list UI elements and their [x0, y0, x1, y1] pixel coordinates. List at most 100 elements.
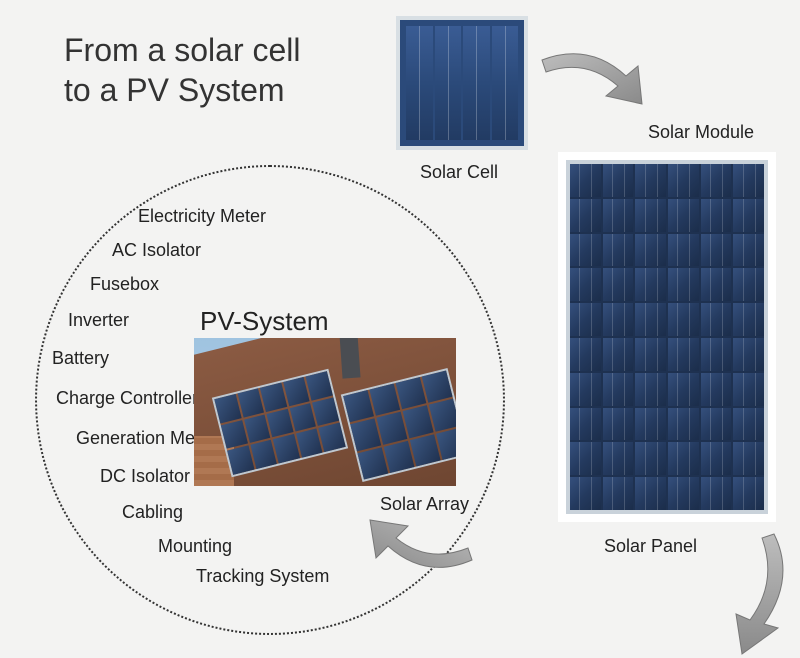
array-cell [429, 399, 456, 432]
array-cell [214, 394, 241, 423]
module-cell [570, 408, 601, 441]
module-cell [603, 234, 634, 267]
module-cell [635, 268, 666, 301]
module-cell [701, 164, 732, 197]
module-cell [635, 442, 666, 475]
array-cell [343, 390, 374, 423]
solar-cell-caption: Solar Cell [420, 162, 498, 183]
array-cell [237, 388, 264, 417]
solar-cell-strip [492, 26, 519, 140]
component-battery: Battery [52, 348, 109, 369]
module-cell [570, 234, 601, 267]
solar-panel-caption: Solar Panel [604, 536, 697, 557]
module-cell [733, 199, 764, 232]
module-cell [733, 442, 764, 475]
module-cell [701, 268, 732, 301]
arrow-panel-to-array-icon [360, 516, 480, 586]
module-cell [635, 338, 666, 371]
module-cell [701, 303, 732, 336]
array-cell [260, 383, 287, 412]
module-cell [635, 408, 666, 441]
array-cell [396, 377, 427, 410]
module-cell [733, 303, 764, 336]
module-cell [635, 199, 666, 232]
array-cell [221, 420, 248, 449]
array-cell [422, 370, 453, 403]
component-dc-isolator: DC Isolator [100, 466, 190, 487]
pv-system-heading: PV-System [200, 306, 329, 337]
array-cell [250, 440, 277, 469]
solar-cell-strip [406, 26, 433, 140]
arrow-cell-to-module-icon [534, 38, 654, 118]
array-cell [384, 440, 415, 473]
module-cell [701, 199, 732, 232]
module-cell [668, 477, 699, 510]
solar-module-caption: Solar Module [648, 122, 754, 143]
array-cell [227, 446, 254, 475]
title-line1: From a solar cell [64, 32, 301, 68]
array-cell [350, 419, 381, 452]
solar-array-graphic [194, 338, 456, 486]
array-cell [296, 429, 323, 458]
module-cell [701, 338, 732, 371]
module-cell [603, 164, 634, 197]
array-cell [289, 403, 316, 432]
module-cell [603, 373, 634, 406]
title-line2: to a PV System [64, 72, 285, 108]
module-cell [570, 477, 601, 510]
module-cell [668, 338, 699, 371]
module-cell [635, 164, 666, 197]
module-cell [570, 442, 601, 475]
module-cell [733, 408, 764, 441]
arrow-module-to-panel-icon [712, 528, 800, 658]
module-cell [668, 268, 699, 301]
module-cell [603, 199, 634, 232]
module-cell [701, 477, 732, 510]
module-cell [668, 164, 699, 197]
module-cell [668, 408, 699, 441]
array-cell [357, 447, 388, 480]
array-cell [267, 408, 294, 437]
component-electricity-meter: Electricity Meter [138, 206, 266, 227]
solar-module-grid [566, 160, 768, 514]
component-charge-controller: Charge Controller [56, 388, 198, 409]
module-cell [635, 234, 666, 267]
module-cell [701, 234, 732, 267]
module-cell [603, 442, 634, 475]
module-cell [635, 477, 666, 510]
component-tracking-system: Tracking System [196, 566, 329, 587]
array-cell [273, 434, 300, 463]
module-cell [733, 234, 764, 267]
module-cell [635, 373, 666, 406]
module-cell [570, 338, 601, 371]
solar-array-caption: Solar Array [380, 494, 469, 515]
array-cell [312, 397, 339, 426]
array-cell [376, 412, 407, 445]
module-cell [701, 408, 732, 441]
component-cabling: Cabling [122, 502, 183, 523]
component-fusebox: Fusebox [90, 274, 159, 295]
module-cell [635, 303, 666, 336]
page-title: From a solar cell to a PV System [64, 30, 301, 110]
component-mounting: Mounting [158, 536, 232, 557]
module-cell [603, 268, 634, 301]
module-cell [701, 442, 732, 475]
module-cell [570, 199, 601, 232]
solar-module-graphic [558, 152, 776, 522]
module-cell [668, 373, 699, 406]
module-cell [733, 268, 764, 301]
module-cell [733, 338, 764, 371]
module-cell [570, 268, 601, 301]
solar-cell-strip [435, 26, 462, 140]
module-cell [668, 199, 699, 232]
array-cell [319, 423, 346, 452]
array-cell [410, 434, 441, 467]
array-cell [369, 384, 400, 417]
module-cell [603, 477, 634, 510]
module-cell [668, 303, 699, 336]
module-cell [570, 164, 601, 197]
module-cell [603, 408, 634, 441]
array-cell [283, 377, 310, 406]
solar-cell-strip [463, 26, 490, 140]
module-cell [570, 373, 601, 406]
